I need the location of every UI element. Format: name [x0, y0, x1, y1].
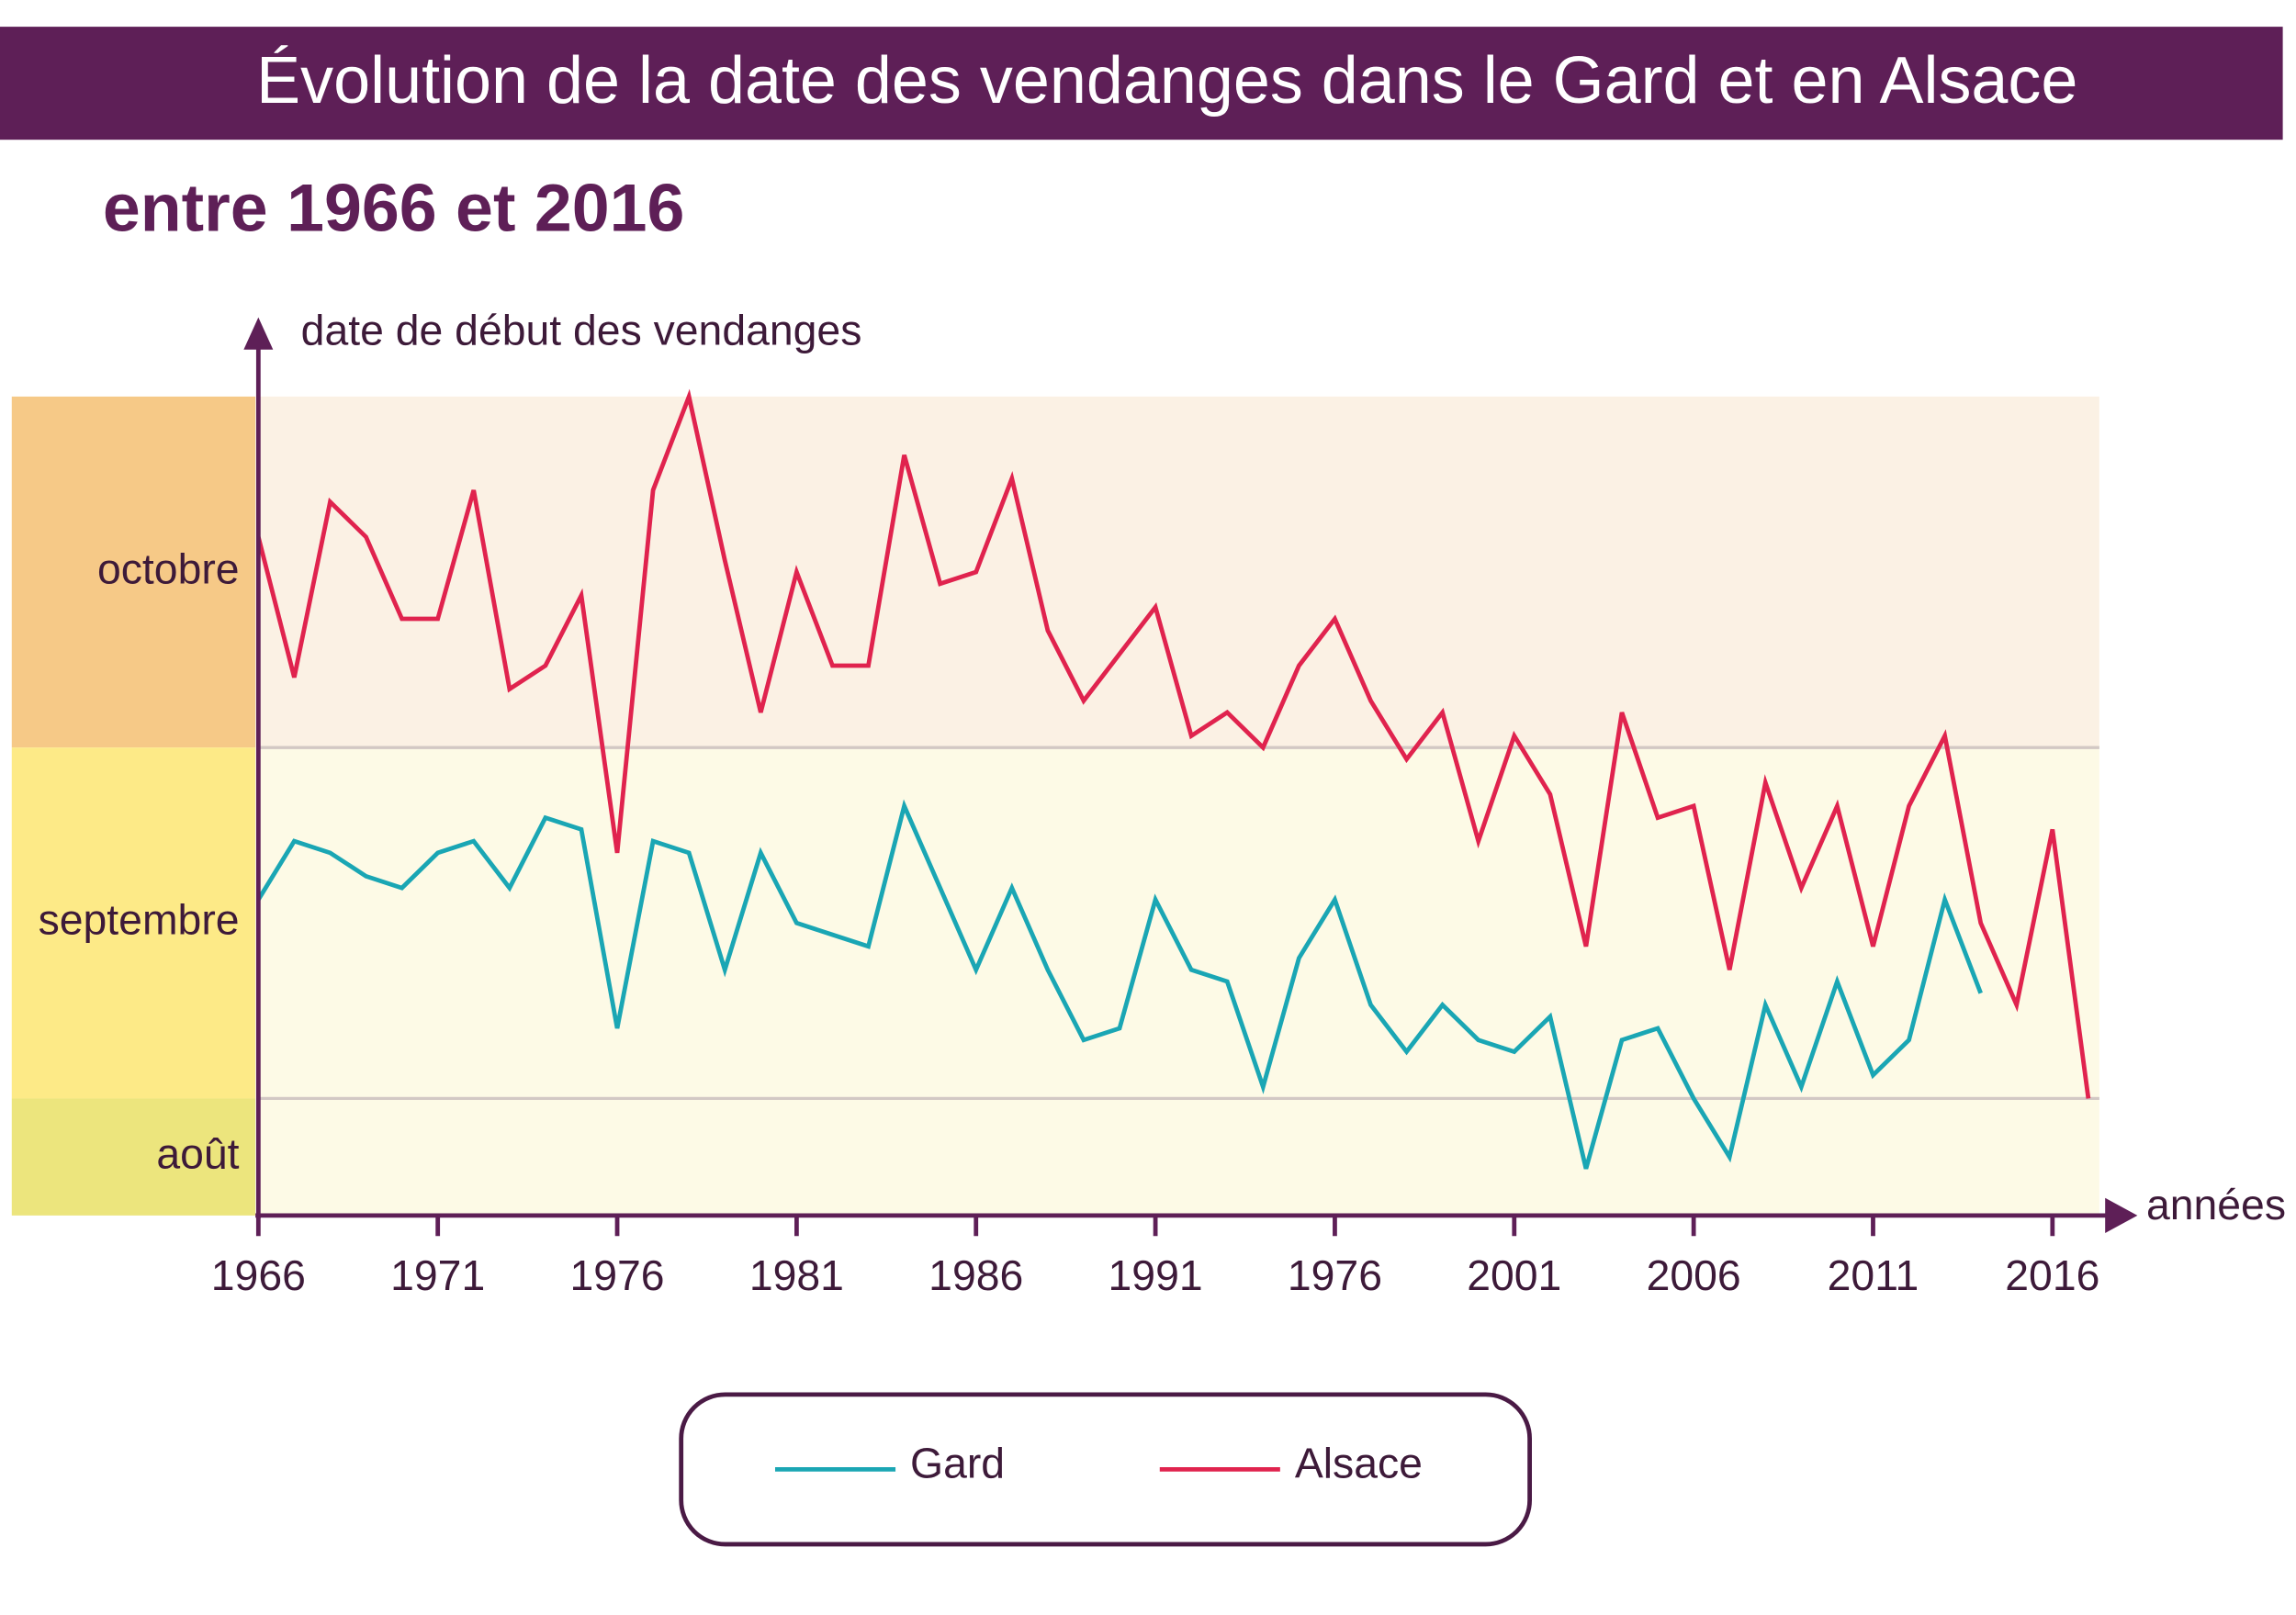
title-bar [0, 27, 2283, 140]
x-tick-label: 2001 [1467, 1251, 1561, 1299]
y-axis-arrow [243, 317, 274, 350]
y-axis-label: date de début des vendanges [301, 306, 862, 353]
chart-title: Évolution de la date des vendanges dans … [256, 44, 2077, 118]
x-tick-label: 1991 [1109, 1251, 1203, 1299]
x-tick-label: 2006 [1647, 1251, 1741, 1299]
x-axis-label: années [2146, 1181, 2286, 1228]
band-label-bg [11, 747, 256, 1099]
series-line [256, 799, 1983, 1170]
band-label: août [156, 1129, 239, 1177]
x-tick-label: 1971 [390, 1251, 485, 1299]
legend-box [679, 1392, 1532, 1547]
plot [256, 388, 2091, 1170]
x-tick-label: 2011 [1828, 1251, 1919, 1299]
x-tick-label: 1976 [1288, 1251, 1382, 1299]
legend: Gard Alsace [774, 1439, 1423, 1486]
x-tick-label: 1976 [569, 1251, 664, 1299]
series-line [256, 388, 2091, 1099]
legend-label: Gard [910, 1439, 1005, 1486]
x-tick-label: 1966 [211, 1251, 306, 1299]
x-tick-label: 1981 [749, 1251, 844, 1299]
chart-subtitle: entre 1966 et 2016 [103, 170, 685, 246]
legend-label: Alsace [1295, 1439, 1423, 1486]
bands: octobre septembre août [11, 396, 2099, 1216]
band-label: octobre [97, 544, 240, 592]
x-tick-label: 2016 [2005, 1251, 2099, 1299]
band-bg [258, 1098, 2099, 1216]
x-tick-label: 1986 [929, 1251, 1023, 1299]
band-label-bg [11, 1098, 256, 1216]
band-bg [258, 747, 2099, 1099]
x-axis-arrow [2105, 1197, 2138, 1234]
band-label: septembre [39, 896, 240, 944]
band-label-bg [11, 396, 256, 748]
